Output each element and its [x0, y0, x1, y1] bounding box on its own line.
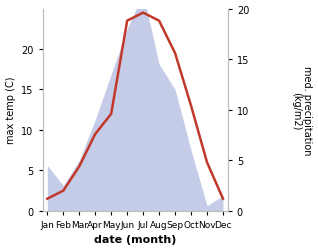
- X-axis label: date (month): date (month): [94, 234, 176, 244]
- Y-axis label: max temp (C): max temp (C): [5, 77, 16, 144]
- Y-axis label: med. precipitation
(kg/m2): med. precipitation (kg/m2): [291, 66, 313, 155]
